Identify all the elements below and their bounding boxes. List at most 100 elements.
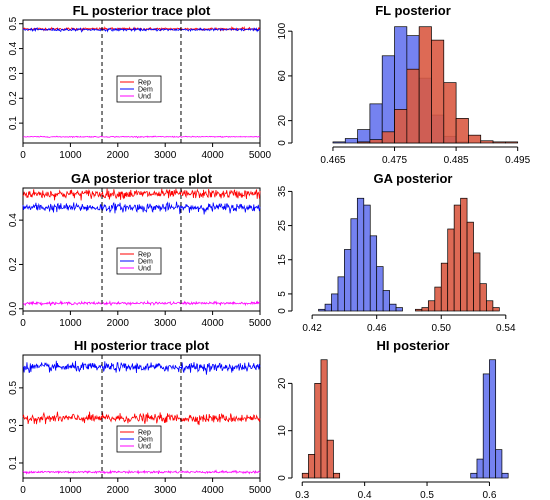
chart-3-xtick-label-0: 0.42 xyxy=(302,323,322,334)
chart-1-bar-rep-7 xyxy=(443,82,457,144)
chart-1-ytick-label-1: 20 xyxy=(277,115,288,127)
chart-5-ytick-label-2: 20 xyxy=(277,377,288,389)
chart-2-plot-frame xyxy=(22,187,261,312)
chart-1-ytick-label-0: 0 xyxy=(277,140,288,146)
chart-5-bar-rep-3 xyxy=(320,359,328,479)
chart-3-xtick-label-3: 0.54 xyxy=(496,323,516,334)
chart-4-series-rep xyxy=(22,411,261,426)
chart-5-bar-rep-5 xyxy=(333,472,341,479)
chart-1-bar-rep-3 xyxy=(394,109,408,144)
chart-3-bar-dem-1 xyxy=(324,303,332,312)
chart-1-bar-rep-10 xyxy=(480,140,494,144)
chart-4-legend-label-2: Und xyxy=(138,444,151,451)
chart-3-bar-rep-11 xyxy=(486,300,494,312)
chart-0-xtick-label-5: 5000 xyxy=(249,150,272,161)
chart-5-ytick-label-1: 10 xyxy=(277,425,288,437)
chart-5-xtick-label-0: 0.3 xyxy=(295,490,309,500)
chart-3-bar-dem-5 xyxy=(350,218,358,312)
chart-4-xtick-label-1: 1000 xyxy=(59,485,82,496)
chart-5-series-dem xyxy=(470,359,509,479)
chart-4-title: HI posterior trace plot xyxy=(74,338,210,353)
chart-1-title: FL posterior xyxy=(375,3,451,18)
chart-3-title: GA posterior xyxy=(374,171,453,186)
chart-0-legend-label-2: Und xyxy=(138,94,151,101)
chart-4-xtick-label-2: 2000 xyxy=(107,485,130,496)
chart-1-bar-dem-1 xyxy=(344,138,358,144)
chart-2-xtick-label-2: 2000 xyxy=(107,318,130,329)
chart-3-bar-dem-2 xyxy=(331,293,339,312)
chart-3-bar-rep-9 xyxy=(473,252,481,312)
chart-4-ytick-label-1: 0.3 xyxy=(8,418,19,432)
chart-0-ytick-label-0: 0.1 xyxy=(8,116,19,130)
chart-3-bar-dem-3 xyxy=(337,276,345,312)
chart-2-series-rep xyxy=(22,188,261,201)
chart-4-xtick-label-0: 0 xyxy=(20,485,26,496)
chart-4-legend-label-1: Dem xyxy=(138,437,153,444)
chart-2-xtick-label-5: 5000 xyxy=(249,318,272,329)
chart-0-xtick-label-4: 4000 xyxy=(201,150,224,161)
chart-0-ytick-label-1: 0.2 xyxy=(8,91,19,105)
chart-4-series-und xyxy=(22,469,261,475)
chart-2-legend-label-1: Dem xyxy=(138,259,153,266)
chart-1-bar-rep-5 xyxy=(418,26,432,144)
chart-1-bar-rep-1 xyxy=(369,139,383,144)
chart-3-bar-rep-7 xyxy=(460,197,468,312)
chart-0-ytick-label-2: 0.3 xyxy=(8,66,19,80)
chart-3-bar-dem-11 xyxy=(389,303,397,312)
chart-3-bar-rep-0 xyxy=(415,308,423,312)
chart-3-bar-dem-6 xyxy=(356,197,365,312)
chart-5-bar-dem-3 xyxy=(489,359,497,479)
chart-0-series-dem xyxy=(22,26,261,33)
chart-5-xtick-label-2: 0.5 xyxy=(420,490,434,500)
chart-3-bar-dem-10 xyxy=(382,290,390,312)
chart-1-bar-dem-4 xyxy=(381,55,395,144)
chart-3-bar-dem-0 xyxy=(318,308,326,312)
chart-1-bar-rep-12 xyxy=(505,141,519,144)
chart-2-ytick-label-0: 0.0 xyxy=(8,301,19,315)
chart-2-series-und xyxy=(22,299,261,307)
chart-1-bar-rep-8 xyxy=(455,118,469,144)
chart-0-xtick-label-0: 0 xyxy=(20,150,26,161)
chart-3-series-rep xyxy=(415,197,500,312)
chart-2-xtick-label-4: 4000 xyxy=(201,318,224,329)
chart-5-ytick-label-0: 0 xyxy=(277,475,288,481)
chart-0-series-und xyxy=(22,135,261,139)
chart-5-bar-dem-0 xyxy=(470,472,478,479)
chart-5-bar-rep-2 xyxy=(314,383,322,479)
chart-4-series-dem xyxy=(22,360,261,375)
chart-1-bar-rep-0 xyxy=(357,141,371,144)
chart-4-legend-label-0: Rep xyxy=(138,430,151,437)
chart-1-bar-rep-2 xyxy=(381,131,395,144)
chart-3-bar-rep-8 xyxy=(466,221,474,312)
chart-0-ytick-label-3: 0.4 xyxy=(8,41,19,55)
chart-1-bar-dem-0 xyxy=(332,141,346,144)
chart-1-xtick-label-0: 0.465 xyxy=(320,155,345,166)
chart-5-bar-rep-4 xyxy=(326,439,334,479)
chart-3-series-dem xyxy=(318,197,403,312)
chart-1-bar-rep-4 xyxy=(406,68,420,144)
chart-1-bar-rep-6 xyxy=(431,39,445,144)
chart-1-ytick-label-2: 60 xyxy=(277,70,288,82)
chart-0-ytick-label-4: 0.5 xyxy=(8,16,19,30)
chart-3-bar-rep-1 xyxy=(421,307,429,312)
chart-0-title: FL posterior trace plot xyxy=(73,3,211,18)
chart-5-bar-rep-1 xyxy=(308,454,316,479)
chart-3-ytick-label-3: 25 xyxy=(277,220,288,232)
chart-3-bar-rep-2 xyxy=(427,300,436,312)
chart-2-xtick-label-1: 1000 xyxy=(59,318,82,329)
chart-3-ytick-label-1: 5 xyxy=(277,291,288,297)
chart-2-xtick-label-0: 0 xyxy=(20,318,26,329)
chart-3-ytick-label-2: 15 xyxy=(277,254,288,266)
chart-5-xtick-label-3: 0.6 xyxy=(482,490,496,500)
chart-2-title: GA posterior trace plot xyxy=(71,171,213,186)
chart-1-xtick-label-3: 0.495 xyxy=(505,155,530,166)
chart-4-ytick-label-2: 0.5 xyxy=(8,380,19,394)
chart-1-ytick-label-3: 100 xyxy=(277,22,288,39)
chart-2-legend-label-2: Und xyxy=(138,266,151,273)
chart-3-bar-rep-4 xyxy=(440,262,449,312)
chart-5-bar-dem-2 xyxy=(482,373,490,479)
